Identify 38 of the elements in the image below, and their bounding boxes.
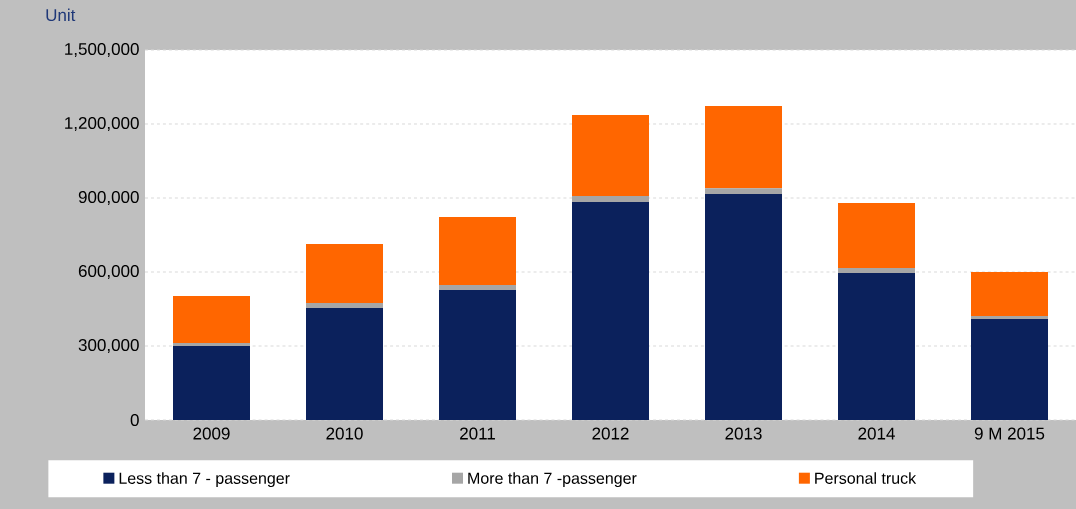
bar xyxy=(306,308,383,420)
x-tick-label: 2009 xyxy=(193,427,230,440)
x-tick-label: 2014 xyxy=(858,427,895,440)
bar xyxy=(838,272,915,420)
y-axis-title: Unit xyxy=(46,8,76,22)
y-tick-label: 300,000 xyxy=(78,338,139,354)
bar xyxy=(705,188,782,195)
legend-label: Personal truck xyxy=(815,472,917,484)
bar xyxy=(572,201,649,420)
x-tick-label: 2011 xyxy=(460,427,495,440)
bar xyxy=(971,272,1048,316)
y-tick-label: 1,500,000 xyxy=(65,42,139,58)
bar xyxy=(572,196,649,202)
bar xyxy=(439,290,516,420)
x-tick-label: 2012 xyxy=(592,427,629,440)
bar xyxy=(306,303,383,309)
bar xyxy=(838,268,915,273)
y-tick-label: 900,000 xyxy=(78,190,139,206)
y-tick-label: 600,000 xyxy=(78,264,139,280)
y-tick-label: 0 xyxy=(130,413,139,427)
legend-label: Less than 7 - passenger xyxy=(119,472,290,488)
bar xyxy=(971,315,1048,320)
bar xyxy=(439,285,516,290)
x-tick-label: 2013 xyxy=(725,427,762,440)
bar xyxy=(705,105,782,189)
bar xyxy=(838,202,915,269)
legend-label: More than 7 -passenger xyxy=(468,472,637,488)
bar xyxy=(705,194,782,420)
y-tick-label: 1,200,000 xyxy=(65,116,139,132)
bar xyxy=(173,346,250,420)
bar xyxy=(173,295,250,344)
bar xyxy=(439,216,516,286)
bar xyxy=(971,319,1048,420)
bar xyxy=(306,243,383,304)
bar xyxy=(173,343,250,346)
bar xyxy=(572,115,649,197)
x-tick-label: 9 M 2015 xyxy=(974,427,1045,440)
x-tick-label: 2010 xyxy=(326,427,363,440)
